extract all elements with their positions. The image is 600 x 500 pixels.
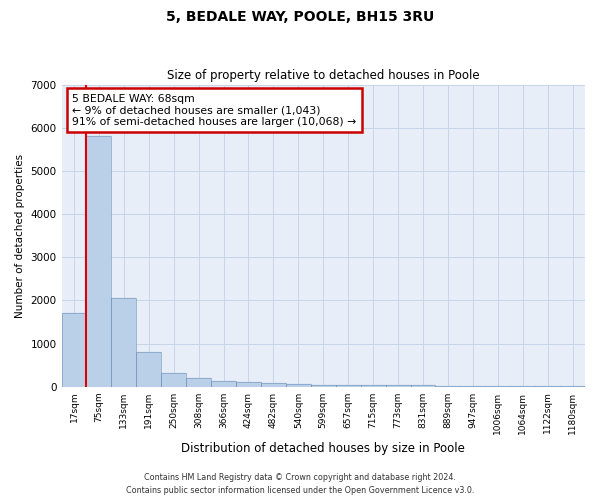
Bar bbox=[211, 380, 236, 386]
Bar bbox=[261, 384, 286, 386]
Bar bbox=[236, 382, 261, 386]
Text: Contains HM Land Registry data © Crown copyright and database right 2024.
Contai: Contains HM Land Registry data © Crown c… bbox=[126, 474, 474, 495]
Bar bbox=[286, 384, 311, 386]
Bar bbox=[112, 298, 136, 386]
Bar bbox=[62, 314, 86, 386]
Bar bbox=[336, 384, 361, 386]
Bar bbox=[336, 384, 361, 386]
Y-axis label: Number of detached properties: Number of detached properties bbox=[15, 154, 25, 318]
Bar bbox=[161, 373, 186, 386]
Bar bbox=[211, 380, 236, 386]
Bar bbox=[361, 385, 386, 386]
X-axis label: Distribution of detached houses by size in Poole: Distribution of detached houses by size … bbox=[181, 442, 465, 455]
Bar bbox=[311, 384, 336, 386]
Text: 5, BEDALE WAY, POOLE, BH15 3RU: 5, BEDALE WAY, POOLE, BH15 3RU bbox=[166, 10, 434, 24]
Bar bbox=[286, 384, 311, 386]
Bar bbox=[86, 136, 112, 386]
Bar bbox=[386, 385, 410, 386]
Bar bbox=[311, 384, 336, 386]
Text: 5 BEDALE WAY: 68sqm
← 9% of detached houses are smaller (1,043)
91% of semi-deta: 5 BEDALE WAY: 68sqm ← 9% of detached hou… bbox=[72, 94, 356, 127]
Bar bbox=[261, 384, 286, 386]
Bar bbox=[112, 298, 136, 386]
Bar bbox=[136, 352, 161, 386]
Bar bbox=[361, 385, 386, 386]
Bar bbox=[161, 373, 186, 386]
Title: Size of property relative to detached houses in Poole: Size of property relative to detached ho… bbox=[167, 69, 479, 82]
Bar bbox=[86, 136, 112, 386]
Bar bbox=[186, 378, 211, 386]
Bar bbox=[386, 385, 410, 386]
Bar bbox=[136, 352, 161, 386]
Bar bbox=[236, 382, 261, 386]
Bar bbox=[62, 314, 86, 386]
Bar bbox=[186, 378, 211, 386]
